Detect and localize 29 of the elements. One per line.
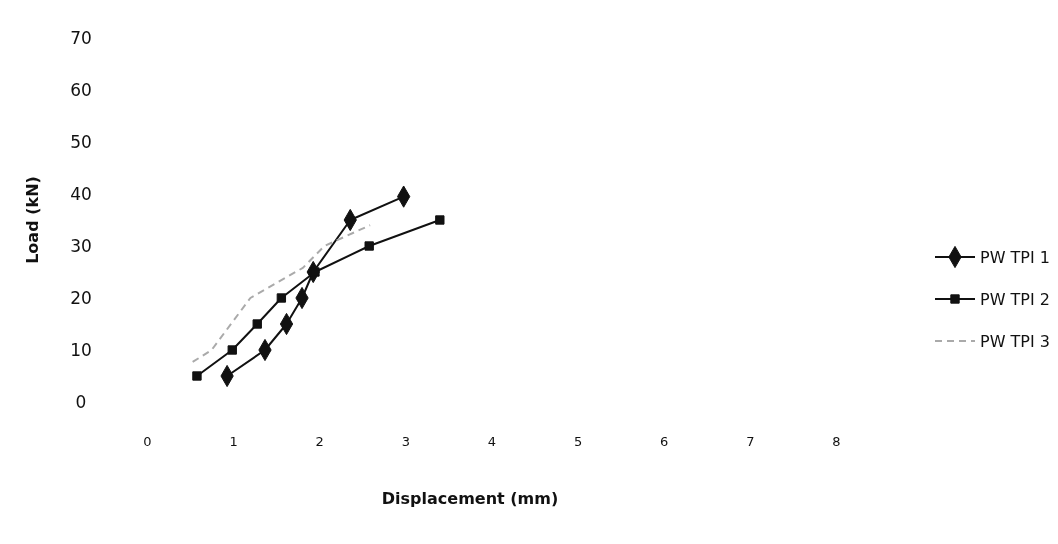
x-tick-label: 3 [401,434,411,450]
x-axis-title: Displacement (mm) [381,489,559,508]
x-tick-label: 2 [315,434,324,450]
y-tick-label: 70 [70,27,92,48]
x-tick-label: 7 [746,434,755,450]
legend-label: PW TPI 2 [980,290,1050,309]
legend-label: PW TPI 3 [980,332,1050,351]
y-tick-label: 60 [70,79,92,100]
x-tick-label: 0 [143,434,152,450]
x-tick-label: 1 [229,434,238,450]
y-tick-label: 50 [70,131,92,152]
line-series [191,224,372,363]
x-tick-label: 4 [487,434,497,450]
point [192,371,202,381]
y-tick-label: 40 [70,183,92,204]
y-tick-label: 0 [75,391,87,412]
y-tick-label: 30 [70,235,92,256]
point [435,215,445,225]
point [276,293,287,303]
x-tick-label: 8 [832,434,841,450]
x-tick-label: 5 [573,434,583,450]
y-tick-label: 20 [70,287,92,308]
x-tick-label: 6 [660,434,669,450]
point [252,319,262,329]
point [227,345,237,355]
legend-label: PW TPI 1 [980,248,1050,267]
point [364,241,374,251]
y-tick-label: 10 [70,339,92,360]
y-axis-title: Load (kN) [23,176,42,264]
